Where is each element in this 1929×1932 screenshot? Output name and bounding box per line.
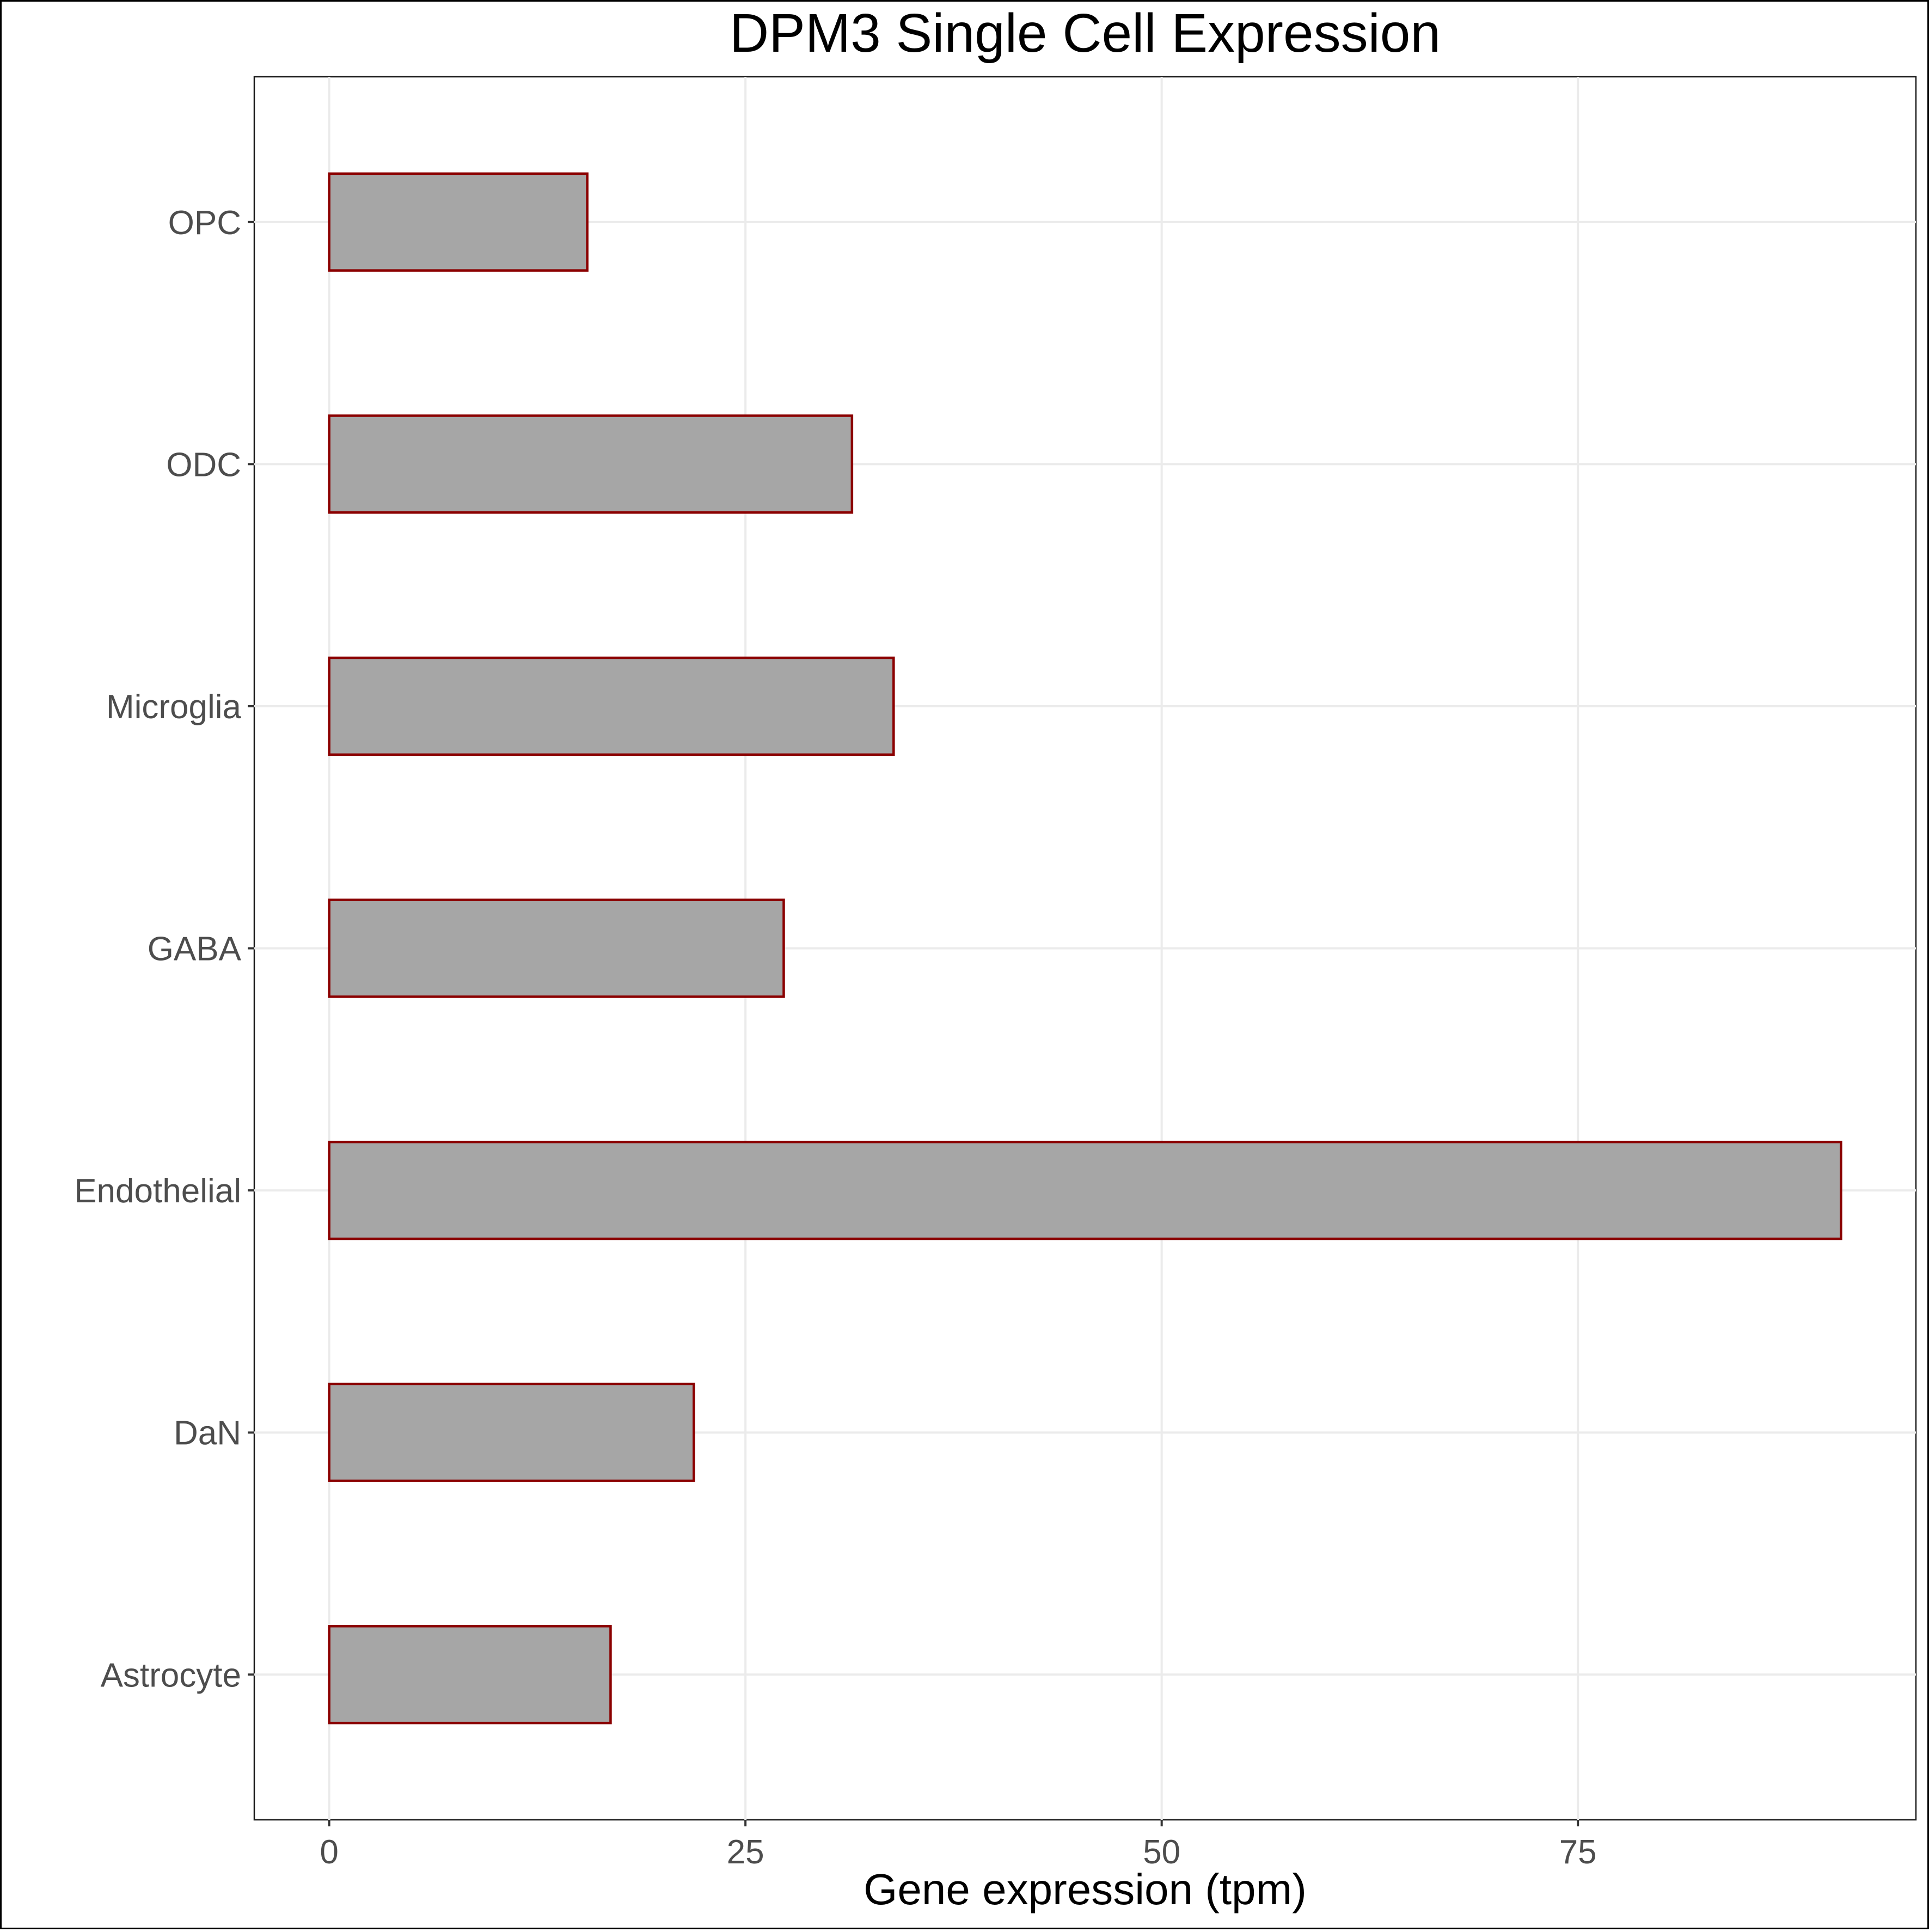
bars	[328, 172, 1842, 1725]
y-tick-label-gaba: GABA	[148, 931, 242, 968]
bar-endothelial	[328, 1140, 1842, 1240]
y-tick-label-odc: ODC	[166, 446, 241, 484]
bar-opc	[328, 172, 589, 272]
bar-dan	[328, 1383, 695, 1482]
chart-title: DPM3 Single Cell Expression	[730, 3, 1441, 64]
y-axis-ticks: Astrocyte DaN Endothelial GABA Microglia ODC O…	[74, 204, 254, 1694]
y-tick-label-astrocyte: Astrocyte	[101, 1656, 241, 1694]
y-tick-label-endothelial: Endothelial	[74, 1172, 241, 1210]
x-tick-label-75: 75	[1559, 1833, 1597, 1871]
y-tick-label-dan: DaN	[174, 1415, 241, 1452]
x-tick-label-50: 50	[1143, 1833, 1180, 1871]
bar-odc	[328, 414, 854, 514]
y-tick-label-microglia: Microglia	[106, 688, 242, 726]
y-tick-label-opc: OPC	[168, 204, 241, 242]
bar-microglia	[328, 656, 895, 756]
x-tick-label-25: 25	[727, 1833, 764, 1871]
x-tick-label-0: 0	[320, 1833, 338, 1871]
bar-astrocyte	[328, 1625, 612, 1725]
x-axis-title: Gene expression (tpm)	[864, 1865, 1307, 1913]
bar-gaba	[328, 898, 785, 998]
x-axis-ticks: 0 25 50 75	[320, 1820, 1597, 1871]
